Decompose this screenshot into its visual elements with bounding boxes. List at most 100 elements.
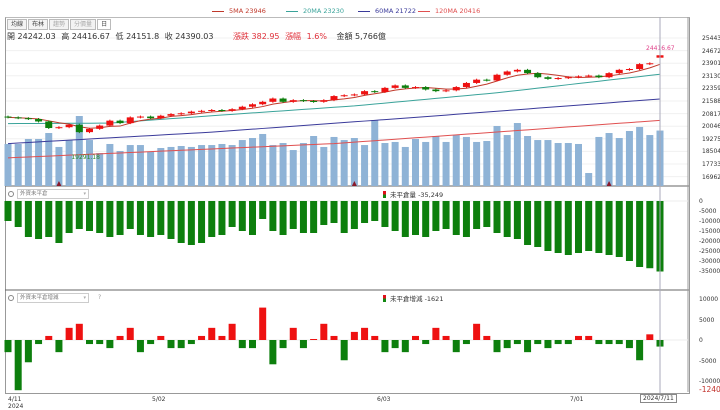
price-tick: 24672 bbox=[702, 47, 720, 55]
volume-bar bbox=[646, 135, 654, 186]
candle-body bbox=[564, 77, 572, 79]
oi-bar bbox=[564, 201, 572, 255]
oi-change-bar bbox=[422, 340, 430, 345]
volume-bar bbox=[575, 143, 582, 186]
volume-bar bbox=[86, 140, 93, 186]
price-tick: 25443 bbox=[702, 35, 720, 42]
oi-change-bar bbox=[391, 340, 399, 349]
oi-bar bbox=[412, 201, 419, 235]
oi-bar bbox=[340, 201, 348, 233]
oi-change-bar bbox=[493, 340, 501, 353]
oi-bar bbox=[147, 201, 155, 237]
volume-bar bbox=[513, 123, 521, 186]
oi-change-bar bbox=[299, 340, 307, 349]
gear-icon[interactable] bbox=[8, 294, 14, 301]
oi-bar bbox=[473, 201, 481, 229]
candle-body bbox=[452, 87, 460, 91]
oi-change-bar bbox=[350, 331, 358, 340]
chg-tick: 10000 bbox=[699, 296, 719, 303]
volume-bar bbox=[361, 145, 369, 186]
candle-body bbox=[198, 110, 206, 112]
tab-daily[interactable]: 日 bbox=[97, 19, 112, 30]
ma60-line bbox=[7, 98, 661, 145]
amount-value: 金額 5,766億 bbox=[336, 32, 386, 41]
oi-bar bbox=[4, 201, 12, 221]
oi-bar bbox=[55, 201, 63, 243]
gear-icon[interactable] bbox=[8, 190, 14, 197]
oi-change-bar bbox=[401, 340, 409, 353]
candle-body bbox=[361, 91, 369, 95]
oi-change-bar bbox=[544, 340, 552, 349]
oi-bar bbox=[198, 201, 206, 243]
tab-ma[interactable]: 均線 bbox=[7, 19, 28, 30]
price-tick: 20817 bbox=[702, 110, 720, 118]
oi-change-bar bbox=[340, 340, 348, 361]
oi-bar bbox=[208, 201, 216, 237]
volume-bar bbox=[45, 133, 53, 186]
volume-bar bbox=[35, 138, 43, 186]
pct-value: 1.6% bbox=[306, 32, 327, 41]
oi-change-bar bbox=[554, 340, 562, 345]
oi-change-bar bbox=[636, 340, 644, 361]
oi-change-bar bbox=[330, 335, 338, 340]
oi-tick: -5000 bbox=[699, 208, 717, 215]
oi-bar bbox=[310, 201, 318, 233]
oi-change-bar bbox=[381, 340, 389, 353]
oi-change-bar bbox=[605, 340, 613, 345]
oi-change-bar bbox=[625, 340, 633, 349]
oi-change-bar bbox=[96, 340, 104, 345]
oi-change-bar bbox=[116, 335, 124, 340]
tab-bollinger[interactable]: 布林 bbox=[28, 19, 49, 30]
tab-volume-profile[interactable]: 分價量 bbox=[70, 19, 97, 30]
tab-trend[interactable]: 趨勢 bbox=[49, 19, 70, 30]
volume-bar bbox=[279, 143, 287, 186]
change-value: 漲跌 382.95 bbox=[232, 32, 280, 41]
oi-bar bbox=[228, 201, 236, 227]
oi-bar bbox=[452, 201, 460, 235]
oi-bar bbox=[513, 201, 521, 239]
candle-body bbox=[442, 90, 450, 92]
candle-body bbox=[157, 115, 165, 119]
candle-body bbox=[503, 71, 511, 75]
chg-select[interactable]: 外資未平倉增減 bbox=[17, 292, 89, 303]
oi-bar bbox=[422, 201, 430, 237]
chg-tick: -5000 bbox=[699, 357, 717, 365]
oi-change-bar bbox=[513, 340, 521, 345]
oi-change-bar bbox=[177, 340, 185, 349]
help-icon[interactable]: ? bbox=[98, 294, 102, 301]
oi-select[interactable]: 外資未平倉 bbox=[17, 188, 89, 199]
volume-bar bbox=[483, 141, 491, 186]
oi-change-bar bbox=[259, 307, 267, 340]
volume-bar bbox=[116, 151, 124, 186]
oi-bar bbox=[75, 201, 83, 229]
volume-marker-icon bbox=[606, 181, 612, 186]
oi-bar bbox=[177, 201, 185, 243]
oi-bar bbox=[116, 201, 124, 235]
color-swatch-icon bbox=[383, 190, 386, 198]
price-tick: 17733 bbox=[702, 161, 720, 168]
chg-tick: 5000 bbox=[699, 316, 715, 324]
volume-bar bbox=[75, 116, 83, 186]
oi-bar bbox=[615, 201, 623, 257]
volume-bar bbox=[452, 135, 460, 186]
cursor-date: 2024/7/11 bbox=[640, 394, 677, 403]
oi-change-bar bbox=[442, 335, 450, 340]
candle-body bbox=[35, 119, 43, 122]
candle-body bbox=[106, 120, 114, 126]
candle-body bbox=[147, 116, 155, 119]
close-value: 收 24390.03 bbox=[164, 32, 214, 41]
volume-bar bbox=[289, 150, 297, 186]
volume-bar bbox=[177, 146, 185, 186]
candle-body bbox=[432, 89, 440, 92]
oi-change-bar bbox=[452, 340, 460, 353]
candle-body bbox=[320, 100, 328, 102]
volume-bar bbox=[564, 143, 572, 186]
oi-bar bbox=[86, 201, 93, 231]
candle-body bbox=[422, 87, 430, 90]
x-label-2: 6/03 bbox=[377, 396, 391, 403]
volume-bar bbox=[371, 120, 379, 186]
volume-bar bbox=[442, 141, 450, 186]
oi-bar bbox=[45, 201, 53, 237]
high-value: 高 24416.67 bbox=[61, 32, 110, 41]
